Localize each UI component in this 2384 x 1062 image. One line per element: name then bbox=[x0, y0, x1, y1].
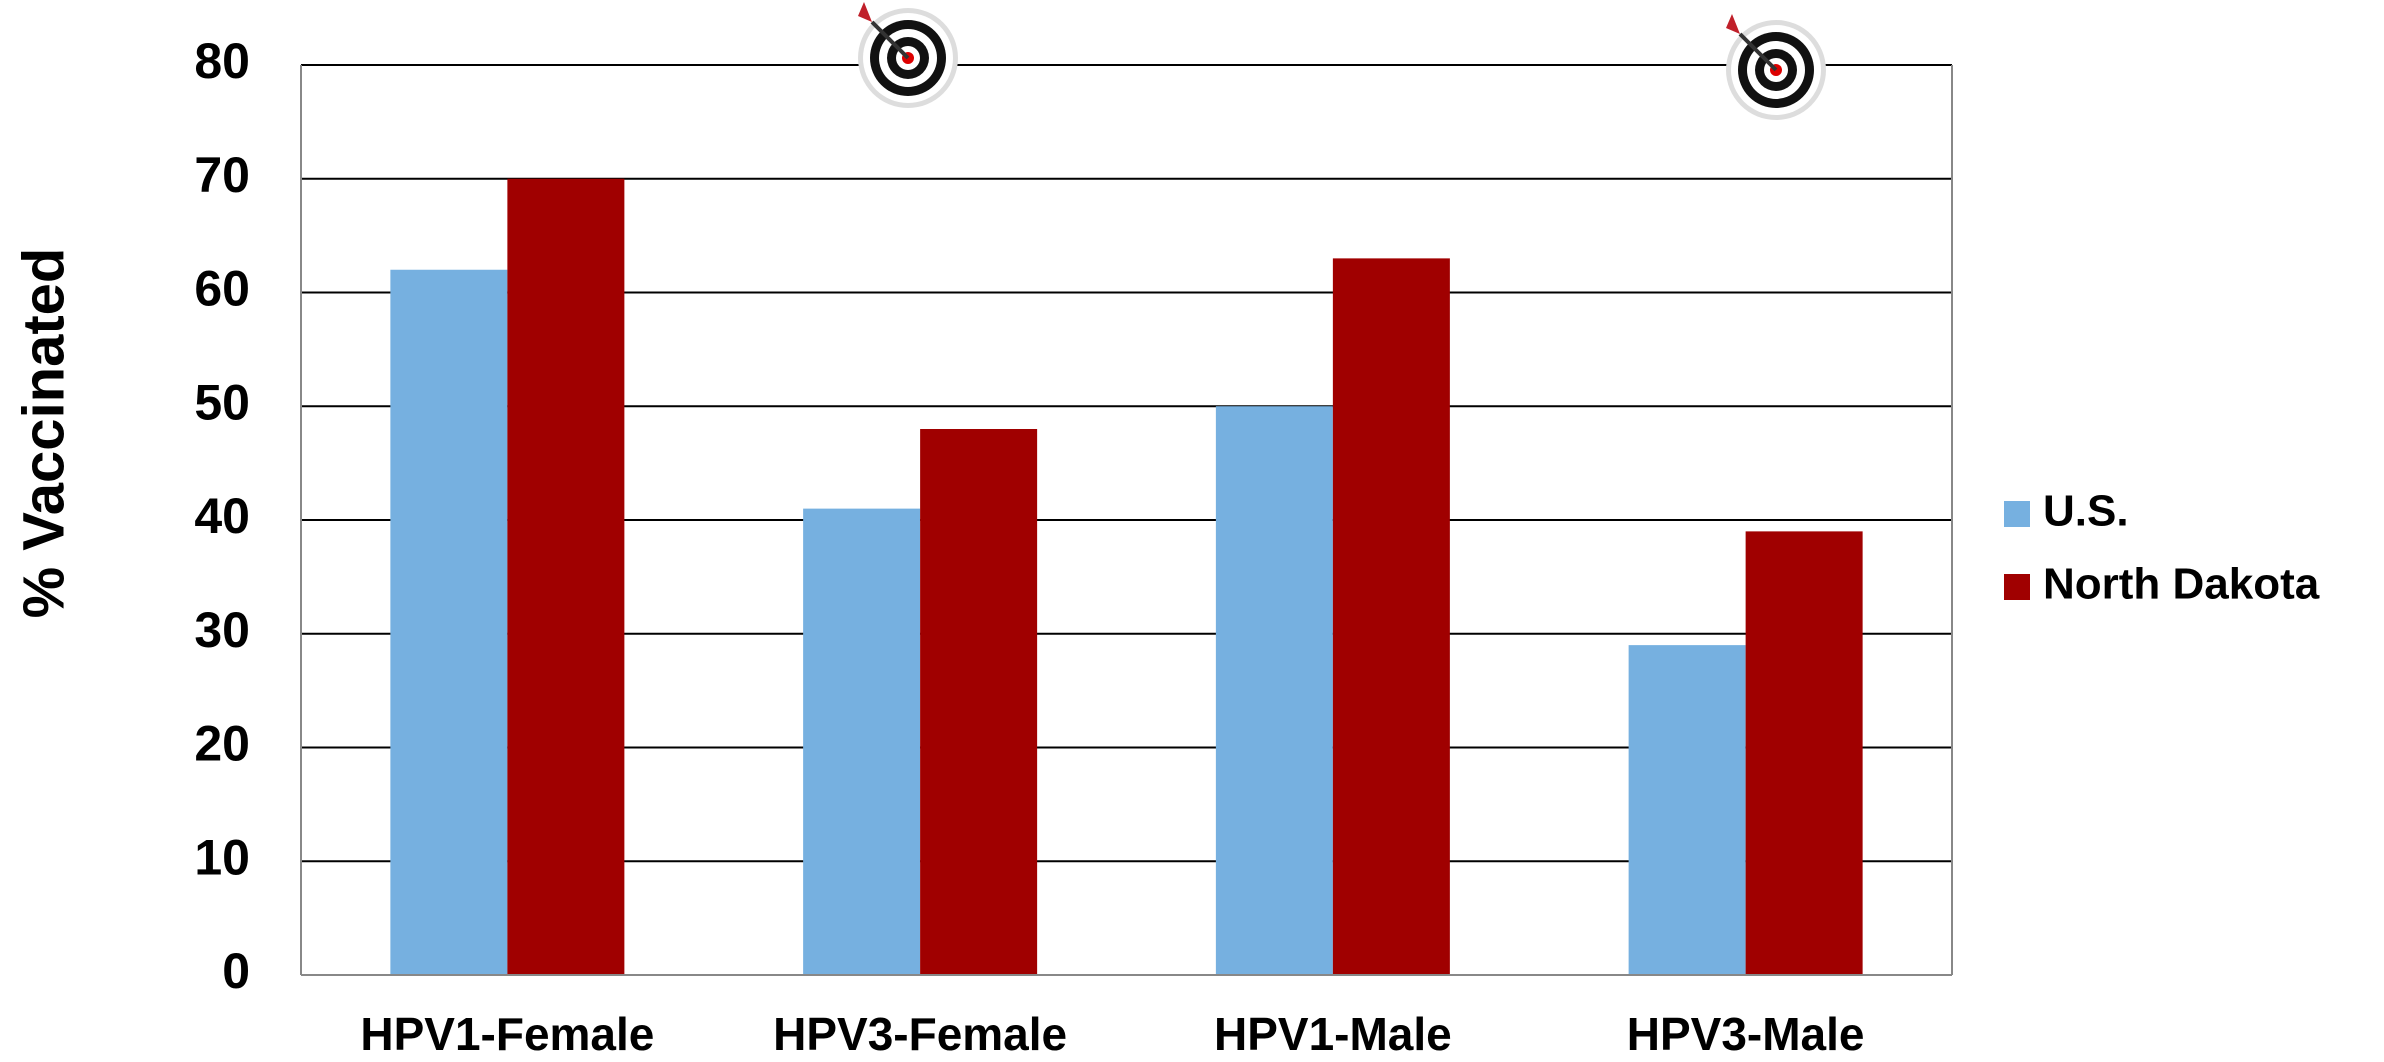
legend-swatch bbox=[2004, 574, 2030, 600]
y-tick-label: 60 bbox=[194, 261, 250, 317]
bar bbox=[1745, 531, 1863, 975]
bar bbox=[1215, 406, 1333, 975]
target-icon bbox=[1726, 14, 1826, 120]
bar bbox=[920, 429, 1038, 975]
legend-swatch bbox=[2004, 501, 2030, 527]
bar bbox=[1332, 258, 1450, 975]
y-tick-label: 70 bbox=[194, 147, 250, 203]
x-tick-label: HPV1-Female bbox=[360, 1008, 654, 1060]
y-tick-label: 80 bbox=[194, 33, 250, 89]
y-tick-label: 30 bbox=[194, 602, 250, 658]
legend-label: U.S. bbox=[2043, 487, 2129, 536]
y-tick-label: 10 bbox=[194, 829, 250, 885]
bar bbox=[803, 508, 921, 975]
legend-label: North Dakota bbox=[2043, 560, 2320, 609]
bar bbox=[1628, 645, 1746, 975]
plot: 0 10 20 30 40 50 60 70 80 HPV1-Female HPV3-Female H… bbox=[194, 33, 2319, 1060]
y-tick-label: 40 bbox=[194, 488, 250, 544]
x-tick-label: HPV3-Female bbox=[773, 1008, 1067, 1060]
x-tick-label: HPV3-Male bbox=[1627, 1008, 1865, 1060]
x-tick-label: HPV1-Male bbox=[1214, 1008, 1452, 1060]
bar bbox=[507, 178, 625, 975]
bar bbox=[390, 269, 508, 975]
target-icon bbox=[858, 2, 958, 108]
y-tick-label: 0 bbox=[222, 943, 250, 999]
y-axis-label: % Vaccinated bbox=[11, 248, 76, 619]
y-tick-label: 50 bbox=[194, 374, 250, 430]
y-tick-label: 20 bbox=[194, 716, 250, 772]
